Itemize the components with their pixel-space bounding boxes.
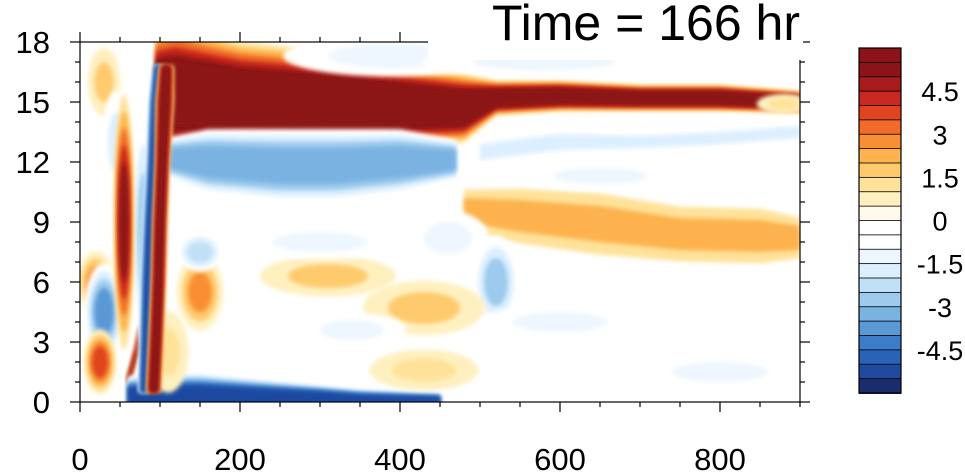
x-tick-label: 600 <box>534 442 586 473</box>
colorbar-swatch <box>858 277 902 294</box>
contour-blob-7-1 <box>288 264 368 288</box>
y-tick-label: 9 <box>33 205 50 240</box>
colorbar-label: 1.5 <box>921 163 959 193</box>
colorbar-label: 0 <box>932 207 947 237</box>
colorbar-label: -4.5 <box>917 336 964 366</box>
contour-blob-23-2 <box>188 242 212 262</box>
contour-blob-12-1 <box>320 320 384 340</box>
contour-band-2-1 <box>480 126 800 160</box>
colorbar-swatch <box>858 263 902 279</box>
colorbar-label: 3 <box>932 120 947 150</box>
colorbar-swatch <box>858 349 902 366</box>
colorbar-label: 4.5 <box>921 77 959 107</box>
contour-band-5-5 <box>128 386 440 402</box>
contour-streak-1-5 <box>150 66 170 392</box>
contour-band-0-5 <box>156 62 800 126</box>
x-tick-label: 800 <box>694 442 746 473</box>
contour-blob-19-3 <box>92 346 108 378</box>
y-tick-label: 3 <box>33 325 50 360</box>
colorbar-swatch <box>858 248 902 265</box>
colorbar-swatch <box>858 191 902 208</box>
contour-blob-15-1 <box>94 62 114 102</box>
contour-blob-11-1 <box>424 222 472 254</box>
contour-blob-21-4 <box>119 162 129 282</box>
y-tick-label: 18 <box>16 25 50 60</box>
colorbar-swatch <box>858 378 902 394</box>
contour-blob-25-1 <box>768 98 800 110</box>
colorbar-label: -3 <box>928 293 952 323</box>
y-tick-label: 12 <box>16 145 50 180</box>
x-tick-label: 0 <box>71 442 88 473</box>
colorbar-frame <box>858 47 902 394</box>
colorbar-swatch <box>858 176 902 193</box>
colorbar-swatch <box>858 162 902 179</box>
contour-blob-27-1 <box>672 362 768 382</box>
colorbar-swatch <box>858 76 902 93</box>
colorbar-swatch <box>858 335 902 351</box>
colorbar-swatch <box>858 133 902 150</box>
contour-blob-26-1 <box>552 168 648 184</box>
contour-band-1-3 <box>168 146 456 184</box>
contour-band-4-6 <box>128 320 144 384</box>
colorbar-swatch <box>858 90 902 107</box>
colorbar-swatch <box>858 148 902 164</box>
x-tick-label: 200 <box>214 442 266 473</box>
contour-blob-6-2 <box>484 258 508 306</box>
contour-blob-9-1 <box>392 358 456 382</box>
colorbar-swatch <box>858 47 902 64</box>
title-backdrop <box>428 0 803 60</box>
y-tick-label: 6 <box>33 265 50 300</box>
colorbar-swatch <box>858 363 902 380</box>
colorbar-swatch <box>858 320 902 337</box>
colorbar-swatch <box>858 205 902 222</box>
colorbar-swatch <box>858 234 902 251</box>
colorbar-swatch <box>858 291 902 308</box>
contour-blob-8-1 <box>388 292 460 324</box>
colorbar-swatch <box>858 105 902 121</box>
contour-blob-28-1 <box>512 312 608 332</box>
y-tick-label: 0 <box>33 385 50 420</box>
contour-blob-18-3 <box>94 288 114 336</box>
contour-band-3-1 <box>464 198 800 252</box>
colorbar-swatch <box>858 306 902 323</box>
contour-blob-22-2 <box>188 272 212 312</box>
contour-blob-10-1 <box>272 232 368 252</box>
colorbar-label: -1.5 <box>917 250 964 280</box>
colorbar-swatch <box>858 119 902 136</box>
x-tick-label: 400 <box>374 442 426 473</box>
chart-title: Time = 166 hr <box>492 0 800 51</box>
colorbar: -4.5 -3 -1.5 0 1.5 3 4.5 <box>858 47 964 394</box>
y-axis: 0 3 6 9 12 15 18 <box>16 25 810 420</box>
y-tick-label: 15 <box>16 85 50 120</box>
colorbar-swatch <box>858 220 902 236</box>
colorbar-swatch <box>858 61 902 78</box>
contour-field <box>80 42 800 402</box>
